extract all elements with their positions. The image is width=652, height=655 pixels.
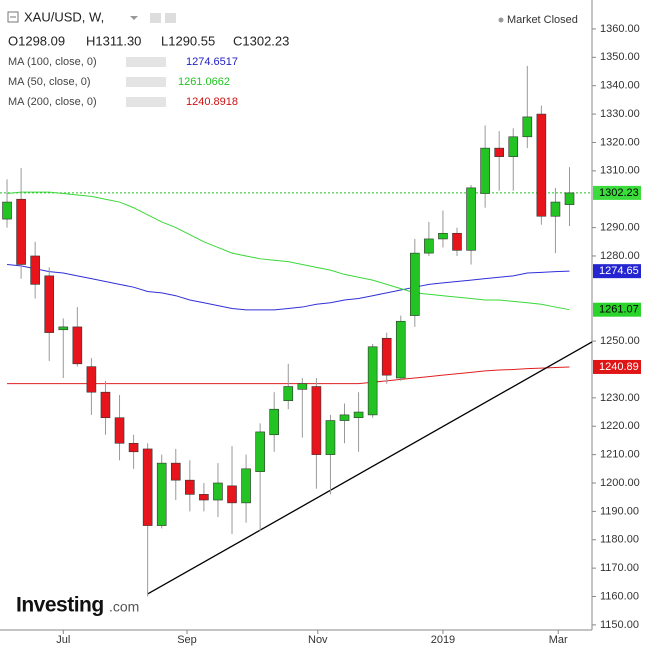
candle-body: [367, 346, 378, 416]
candle-body: [269, 408, 280, 436]
y-tick-label: 1310.00: [600, 165, 640, 177]
candle-body: [353, 411, 364, 419]
y-tick-label: 1220.00: [600, 420, 640, 432]
trendline: [147, 341, 593, 595]
y-tick-label: 1280.00: [600, 250, 640, 262]
eye-icon[interactable]: [150, 13, 161, 23]
price-label: 1261.07: [599, 304, 639, 316]
candle-body: [508, 136, 519, 157]
candle-body: [494, 147, 504, 157]
candle-body: [114, 417, 125, 444]
candle-body: [156, 462, 167, 526]
dropdown-arrow[interactable]: [130, 16, 138, 20]
candle-body: [255, 431, 265, 472]
open-value: O1298.09: [8, 33, 65, 48]
candle-body: [452, 232, 462, 251]
price-label-box: [593, 302, 641, 317]
candle-body: [438, 232, 448, 240]
candle-body: [128, 442, 139, 453]
candle-body: [185, 479, 195, 495]
y-tick-label: 1230.00: [600, 392, 640, 404]
candle-body: [325, 420, 336, 455]
y-tick-label: 1170.00: [600, 562, 639, 574]
y-tick-label: 1180.00: [600, 534, 639, 546]
candle-body: [410, 252, 420, 316]
price-label: 1240.89: [599, 361, 639, 373]
candle-body: [311, 386, 322, 455]
x-tick-label: Nov: [308, 634, 328, 646]
y-tick-label: 1340.00: [600, 80, 640, 92]
candle-body: [86, 366, 97, 393]
candle-body: [564, 192, 575, 205]
candle-body: [2, 201, 12, 220]
candle-body: [536, 113, 547, 217]
legend-value: 1261.0662: [178, 76, 230, 88]
y-tick-label: 1330.00: [600, 108, 640, 120]
y-tick-label: 1360.00: [600, 23, 640, 35]
candle-body: [480, 147, 490, 194]
collapse-icon[interactable]: [7, 11, 19, 23]
y-tick-label: 1350.00: [600, 51, 640, 63]
candle-body: [170, 462, 181, 481]
status-dot: [498, 17, 504, 23]
settings-icon[interactable]: [165, 13, 176, 23]
x-tick-label: 2019: [431, 634, 455, 646]
candle-body: [283, 386, 294, 402]
legend-label: MA (50, close, 0): [8, 76, 91, 88]
legend-label: MA (200, close, 0): [8, 96, 97, 108]
x-tick-label: Mar: [549, 634, 568, 646]
market-status: Market Closed: [507, 14, 578, 26]
price-label-box: [593, 359, 641, 374]
candle-body: [72, 326, 83, 365]
legend-label: MA (100, close, 0): [8, 56, 97, 68]
candle-body: [522, 116, 533, 138]
high-value: H1311.30: [86, 33, 141, 48]
y-tick-label: 1320.00: [600, 136, 640, 148]
price-label: 1274.65: [599, 265, 639, 277]
candle-body: [213, 482, 223, 501]
low-value: L1290.55: [161, 33, 215, 48]
price-label-box: [593, 185, 641, 200]
candle-body: [58, 326, 69, 331]
candle-body: [424, 238, 434, 254]
ma-line: [6, 191, 570, 311]
legend-icons: [126, 57, 166, 67]
close-value: C1302.23: [233, 33, 289, 48]
price-label: 1302.23: [599, 187, 639, 199]
y-tick-label: 1150.00: [600, 619, 639, 631]
logo-suffix: .com: [109, 599, 139, 615]
legend-value: 1240.8918: [186, 96, 238, 108]
y-tick-label: 1190.00: [600, 505, 639, 517]
candle-body: [142, 448, 153, 526]
chart-title: XAU/USD, W,: [24, 9, 104, 24]
candle-body: [466, 187, 476, 251]
y-tick-label: 1250.00: [600, 335, 640, 347]
logo: Investing: [16, 594, 104, 617]
candle-body: [227, 485, 237, 504]
y-tick-label: 1210.00: [600, 449, 640, 461]
y-tick-label: 1290.00: [600, 222, 640, 234]
y-tick-label: 1160.00: [600, 590, 639, 602]
legend-value: 1274.6517: [186, 56, 238, 68]
y-tick-label: 1200.00: [600, 477, 640, 489]
candle-body: [16, 198, 26, 265]
candle-body: [100, 391, 111, 419]
legend-icons: [126, 97, 166, 107]
candle-body: [241, 468, 251, 504]
candle-body: [297, 383, 308, 390]
candle-body: [339, 414, 350, 421]
x-tick-label: Jul: [56, 634, 70, 646]
candle-body: [30, 255, 40, 285]
candle-body: [199, 494, 209, 501]
x-tick-label: Sep: [177, 634, 197, 646]
legend-icons: [126, 77, 166, 87]
candle-body: [44, 275, 55, 333]
candle-body: [395, 320, 406, 379]
ma-line: [6, 263, 570, 311]
price-label-box: [593, 264, 641, 279]
candle-body: [550, 201, 561, 217]
candle-body: [381, 337, 392, 376]
